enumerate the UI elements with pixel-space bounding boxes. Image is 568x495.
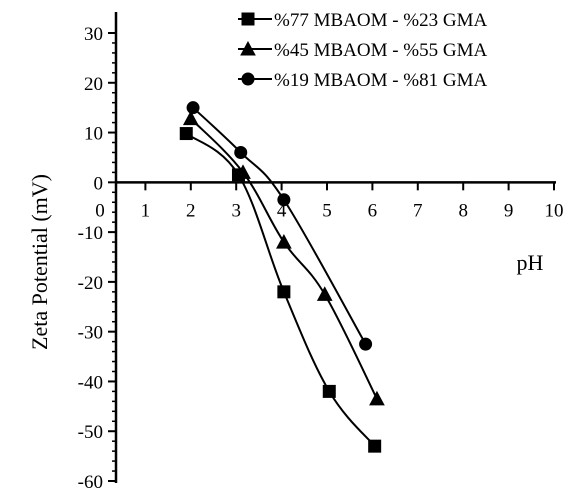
data-point-square xyxy=(277,285,291,299)
y-axis-title: Zeta Potential (mV) xyxy=(27,174,52,350)
legend: %77 MBAOM - %23 GMA %45 MBAOM - %55 GMA %1… xyxy=(238,10,488,91)
x-tick-label: 7 xyxy=(413,200,423,221)
x-tick-label: 4 xyxy=(277,200,287,221)
y-tick-label: 30 xyxy=(84,24,103,45)
data-point-square xyxy=(179,127,193,141)
y-tick-label: -20 xyxy=(78,273,103,294)
data-point-triangle xyxy=(316,286,333,301)
legend-entry: %77 MBAOM - %23 GMA xyxy=(238,10,488,31)
series-2 xyxy=(182,110,385,406)
data-point-triangle xyxy=(235,164,251,179)
axes-group xyxy=(108,12,556,483)
x-axis-title: pH xyxy=(517,250,544,275)
legend-label: %45 MBAOM - %55 GMA xyxy=(274,40,488,61)
y-tick-label: -30 xyxy=(78,323,103,344)
x-tick-label: 5 xyxy=(322,200,332,221)
x-tick-label: 6 xyxy=(368,200,378,221)
y-tick-label: -40 xyxy=(78,372,103,393)
data-point-square xyxy=(368,439,382,453)
data-point-circle xyxy=(359,337,373,351)
legend-label: %77 MBAOM - %23 GMA xyxy=(274,10,488,31)
y-tick-label: -10 xyxy=(78,223,103,244)
legend-marker-circle xyxy=(241,72,255,86)
data-point-triangle xyxy=(276,234,292,249)
x-tick-label: 1 xyxy=(141,200,151,221)
series-group xyxy=(179,101,385,453)
data-point-triangle xyxy=(369,390,385,406)
legend-marker-square xyxy=(241,12,255,26)
series-3 xyxy=(186,101,373,351)
data-point-circle xyxy=(186,101,200,115)
y-tick-label: -50 xyxy=(78,422,103,443)
x-tick-label: 3 xyxy=(231,200,241,221)
x-tick-label: 10 xyxy=(545,200,564,221)
y-tick-label: -60 xyxy=(78,472,103,493)
data-point-square xyxy=(322,384,336,398)
legend-entry: %45 MBAOM - %55 GMA xyxy=(238,40,488,61)
x-tick-label: 2 xyxy=(186,200,196,221)
y-tick-label: 0 xyxy=(94,173,104,194)
legend-marker-triangle xyxy=(240,40,256,56)
series-1 xyxy=(179,127,382,453)
x-tick-label: 0 xyxy=(95,200,105,221)
legend-label: %19 MBAOM - %81 GMA xyxy=(274,70,488,91)
y-tick-label: 10 xyxy=(84,124,103,145)
data-point-circle xyxy=(234,145,248,159)
y-tick-label: 20 xyxy=(84,74,103,95)
series-line xyxy=(190,117,378,400)
x-tick-label: 9 xyxy=(504,200,514,221)
series-line xyxy=(192,106,367,345)
x-tick-label: 8 xyxy=(458,200,468,221)
data-point-circle xyxy=(277,193,291,207)
legend-entry: %19 MBAOM - %81 GMA xyxy=(238,70,488,91)
data-point-triangle xyxy=(182,110,199,126)
